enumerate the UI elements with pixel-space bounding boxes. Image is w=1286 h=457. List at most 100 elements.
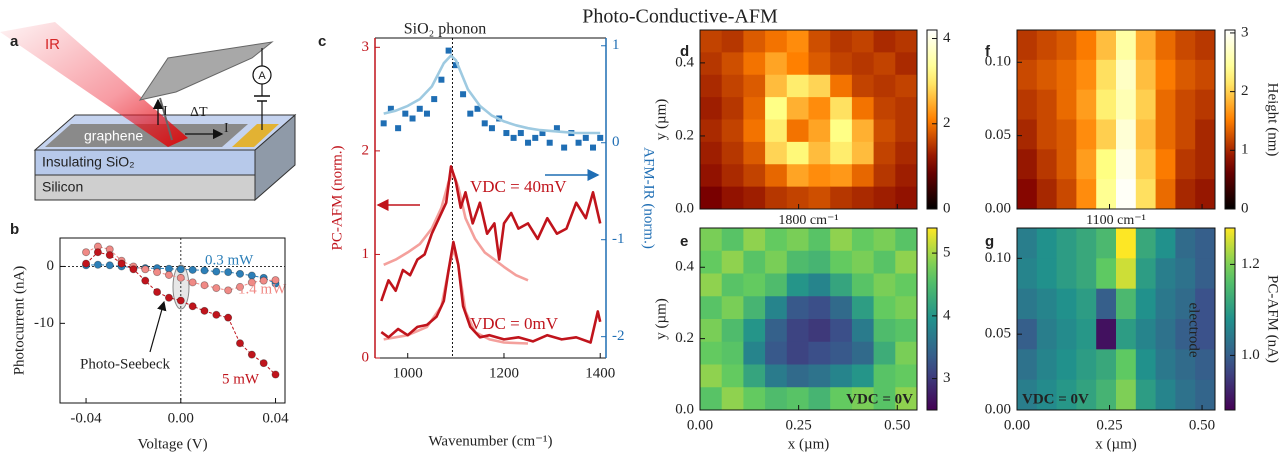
y-tick-label: 0: [943, 200, 951, 216]
heatmap-cell: [1155, 228, 1176, 259]
data-point: [200, 266, 209, 275]
heatmap-cell: [721, 74, 744, 98]
data-point: [235, 339, 244, 348]
heatmap-cell: [700, 387, 723, 411]
y-axis-label: PC-AFM (norm.): [329, 145, 345, 250]
heatmap-cell: [786, 364, 809, 388]
series-line: [383, 54, 601, 135]
heatmap-cell: [721, 387, 744, 411]
heatmap-cell: [1155, 59, 1176, 91]
x-tick-label: -0.04: [70, 410, 102, 426]
data-point: [93, 248, 102, 257]
data-point: [93, 260, 102, 269]
plot-frame: [1016, 227, 1216, 411]
heatmap-cell: [830, 296, 853, 320]
heatmap-cell: [1175, 149, 1196, 180]
heatmap-cell: [830, 250, 853, 274]
heatmap-cell: [808, 186, 831, 210]
y-tick-label: 0.00: [985, 200, 1011, 216]
heatmap-cell: [1116, 149, 1137, 180]
heatmap-cell: [1116, 258, 1137, 290]
heatmap-cell: [851, 141, 875, 165]
data-point: [141, 265, 150, 274]
heatmap-cell: [765, 141, 788, 165]
data-point: [247, 278, 256, 287]
heatmap-cell: [765, 250, 788, 274]
y-tick-label: 0.00: [985, 401, 1011, 417]
y-tick-label: 2: [1241, 83, 1249, 99]
heatmap-cell: [786, 186, 809, 210]
series-line: [380, 165, 602, 302]
y-tick-label: 3: [362, 39, 370, 55]
data-point: [224, 313, 233, 322]
y-tick-label: 0.10: [985, 54, 1011, 70]
heatmap-cell: [830, 387, 853, 411]
heatmap-cell: [1056, 119, 1077, 150]
data-point: [561, 144, 568, 151]
heatmap-cell: [1195, 179, 1216, 210]
heatmap-cell: [1195, 30, 1216, 61]
x-axis-label: x (µm): [1095, 436, 1137, 452]
cantilever: [138, 41, 274, 101]
annotation: VDC = 0V: [1022, 391, 1089, 407]
heatmap-cell: [743, 387, 766, 411]
heatmap-cell: [765, 74, 788, 98]
heatmap-cell: [808, 52, 831, 76]
heatmap-cell: [786, 97, 809, 120]
data-point: [224, 286, 233, 295]
y-tick-label: 0.05: [985, 326, 1011, 342]
y-tick-label: 0.0: [675, 401, 694, 417]
heatmap-cell: [851, 30, 875, 53]
data-point: [247, 271, 256, 280]
heatmap-cell: [895, 164, 918, 188]
y-tick-label: 1: [362, 246, 370, 262]
heatmap-cell: [808, 250, 831, 274]
heatmap-cell: [786, 52, 809, 76]
schematic: a IR I ΔT I graphene A Insulating SiO₂ S…: [0, 22, 297, 202]
heatmap-cell: [1096, 119, 1117, 150]
heatmap-cell: [1175, 319, 1196, 350]
heatmap-cell: [721, 341, 744, 365]
x-tick-label: 1000: [393, 365, 423, 381]
data-point: [395, 125, 402, 132]
heatmap-cell: [1036, 228, 1058, 259]
heatmap-cell: [700, 250, 723, 274]
heatmap-cell: [786, 387, 809, 411]
sio2-layer: [34, 149, 256, 176]
data-point: [445, 47, 452, 54]
heatmap-cell: [786, 119, 809, 143]
y-tick-label: 5: [943, 245, 951, 261]
heatmap-cell: [851, 296, 875, 320]
data-point: [553, 125, 560, 132]
plot-frame: [59, 237, 286, 404]
heatmap-cell: [765, 119, 788, 143]
heatmap-cell: [851, 250, 875, 274]
y-tick-label: 0: [612, 134, 620, 150]
heatmap-cell: [895, 296, 918, 320]
sio2-label: Insulating SiO₂: [42, 154, 135, 170]
heatmap-cell: [851, 273, 875, 297]
heatmap-cell: [1195, 59, 1216, 91]
data-point: [575, 139, 582, 146]
heatmap-cell: [1195, 89, 1216, 120]
heatmap-cell: [1175, 349, 1196, 381]
heatmap-cell: [1017, 379, 1038, 411]
colorbar: [1224, 29, 1236, 210]
heatmap-cell: [851, 52, 875, 76]
data-point: [247, 350, 256, 359]
heatmap-cell: [873, 364, 896, 388]
heatmap-cell: [808, 228, 831, 252]
annotation: VDC = 0V: [846, 391, 913, 407]
data-point: [474, 105, 481, 112]
heatmap-cell: [786, 74, 809, 98]
heatmap-cell: [1135, 30, 1157, 61]
heatmap-cell: [873, 250, 896, 274]
y-axis-label: Photocurrent (nA): [11, 266, 27, 376]
heatmap-cell: [873, 186, 896, 210]
heatmap-cell: [765, 364, 788, 388]
caption: 1800 cm⁻¹: [778, 213, 838, 228]
heatmap-cell: [1036, 59, 1058, 91]
heatmap-cell: [830, 119, 853, 143]
heatmap-cell: [1195, 228, 1216, 259]
data-point: [271, 276, 280, 285]
